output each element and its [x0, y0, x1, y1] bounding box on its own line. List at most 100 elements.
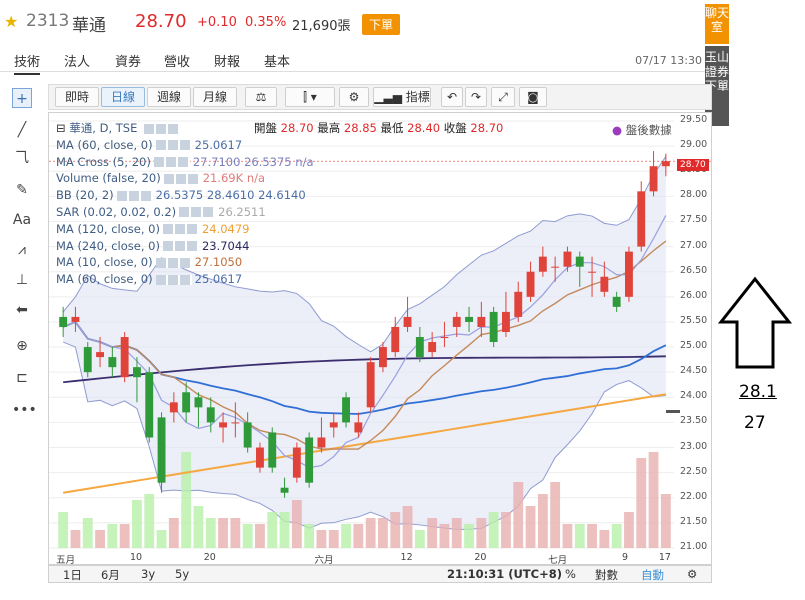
candle-body: [133, 367, 141, 378]
volume-bar: [353, 524, 364, 548]
period-weekly-button[interactable]: 週線: [147, 87, 191, 107]
ma-10-line: [62, 240, 667, 450]
volume-bar: [328, 530, 339, 548]
price-change-pct: 0.35%: [245, 15, 287, 30]
tab-technical[interactable]: 技術: [14, 51, 41, 75]
tab-revenue[interactable]: 營收: [164, 55, 191, 70]
y-tick-label: 26.00: [680, 289, 708, 301]
volume-bar: [537, 494, 548, 548]
candle-body: [280, 487, 289, 493]
chat-room-tag[interactable]: 聊天室: [705, 4, 729, 44]
volume-bar: [82, 518, 93, 548]
candle-body: [415, 337, 424, 358]
range-5y[interactable]: 5y: [175, 567, 190, 581]
redo-icon[interactable]: ↷: [465, 87, 487, 107]
volume-bar: [439, 524, 450, 548]
bollinger-band-fill: [63, 156, 666, 530]
measure-icon[interactable]: ⊥: [15, 272, 29, 288]
pattern-icon[interactable]: ⩘: [18, 242, 26, 258]
volume-bar: [648, 452, 659, 548]
y-tick-label: 28.00: [680, 189, 708, 201]
section-tabs: 技術 法人 資券 營收 財報 基本 07/17 13:30: [0, 48, 710, 75]
chart-bottom-bar: 1日 6月 3y 5y 21:10:31 (UTC+8) % 對數 自動 ⚙: [48, 565, 712, 583]
arrow-left-icon[interactable]: ⬅: [16, 302, 28, 318]
volume-bar: [70, 530, 81, 548]
volume-bar: [168, 518, 179, 548]
tab-basic[interactable]: 基本: [264, 55, 291, 70]
fullscreen-icon[interactable]: ⤢: [491, 87, 515, 107]
chart-clock: 21:10:31 (UTC+8): [447, 567, 562, 581]
y-tick-label: 29.50: [680, 114, 708, 125]
range-1d[interactable]: 1日: [63, 568, 82, 582]
brush-icon[interactable]: ✎: [16, 182, 28, 198]
ma-5-line: [62, 215, 667, 469]
candle-body: [329, 422, 338, 428]
fib-icon[interactable]: ⺄: [15, 150, 29, 166]
candle-body: [366, 362, 375, 408]
period-daily-button[interactable]: 日線: [101, 87, 145, 107]
candle-body: [465, 316, 473, 322]
chart-settings-icon[interactable]: ⚙: [687, 567, 698, 581]
y-tick-label: 27.50: [680, 214, 708, 226]
more-icon[interactable]: •••: [12, 402, 37, 418]
volume-bar: [574, 524, 585, 548]
period-monthly-button[interactable]: 月線: [193, 87, 237, 107]
volume-bar: [230, 518, 241, 548]
range-3y[interactable]: 3y: [141, 567, 156, 581]
candlestick-chart-svg[interactable]: [49, 113, 714, 566]
tab-margin[interactable]: 資券: [115, 55, 142, 70]
y-tick-label: 22.00: [680, 490, 708, 502]
text-icon[interactable]: Aa: [12, 212, 32, 228]
annotation-value-1: 28.1: [739, 382, 777, 402]
place-order-button[interactable]: 下單: [362, 14, 401, 35]
ruler-icon[interactable]: ⊏: [16, 370, 28, 386]
candle-body: [145, 372, 154, 438]
up-arrow-annotation: [718, 276, 792, 369]
candle-body: [428, 342, 437, 353]
favorite-star-icon[interactable]: ★: [4, 12, 19, 31]
price-chart[interactable]: [48, 112, 714, 566]
candle-body: [391, 326, 400, 353]
volume-bar: [291, 500, 302, 548]
candle-body: [71, 316, 80, 322]
x-tick-label: 六月: [314, 555, 334, 566]
tab-institutional[interactable]: 法人: [64, 55, 91, 70]
volume-bar: [451, 518, 462, 548]
zoom-icon[interactable]: ⊕: [16, 338, 28, 354]
auto-scale-toggle[interactable]: 自動: [641, 568, 664, 582]
post-market-data[interactable]: ● 盤後數據: [612, 123, 672, 137]
candle-body: [452, 316, 461, 327]
chart-type-icon[interactable]: ⫿ ▾: [285, 87, 335, 107]
undo-icon[interactable]: ↶: [441, 87, 463, 107]
volume-bar: [525, 506, 536, 548]
candle-body: [538, 256, 547, 272]
candle-body: [96, 352, 104, 358]
y-tick-label: 24.50: [680, 365, 708, 377]
candle-body: [588, 271, 596, 273]
volume-bar: [304, 524, 315, 548]
candle-body: [317, 437, 326, 448]
tab-financials[interactable]: 財報: [214, 55, 241, 70]
period-intraday-button[interactable]: 即時: [55, 87, 99, 107]
trendline-icon[interactable]: ╱: [17, 122, 27, 138]
volume-bar: [242, 524, 253, 548]
settings-gear-icon[interactable]: ⚙: [339, 87, 369, 107]
range-6m[interactable]: 6月: [101, 568, 120, 582]
volume-bar: [181, 452, 192, 548]
camera-icon[interactable]: ◙: [519, 87, 547, 107]
candle-body: [354, 422, 363, 433]
candle-body: [661, 161, 670, 167]
trade-volume: 21,690張: [292, 19, 351, 34]
candle-body: [403, 316, 412, 327]
candle-body: [243, 422, 252, 448]
bollinger-lower: [62, 341, 666, 531]
indicators-label: 指標: [405, 90, 430, 104]
quote-datetime: 07/17 13:30: [635, 54, 702, 67]
log-scale-toggle[interactable]: 對數: [595, 568, 618, 582]
candle-body: [157, 417, 166, 483]
crosshair-icon[interactable]: +: [12, 88, 32, 108]
indicators-button[interactable]: ▁▃▅ 指標: [373, 87, 431, 107]
volume-bar: [402, 506, 413, 548]
percent-scale-toggle[interactable]: %: [565, 567, 576, 581]
compare-scale-icon[interactable]: ⚖: [245, 87, 277, 107]
